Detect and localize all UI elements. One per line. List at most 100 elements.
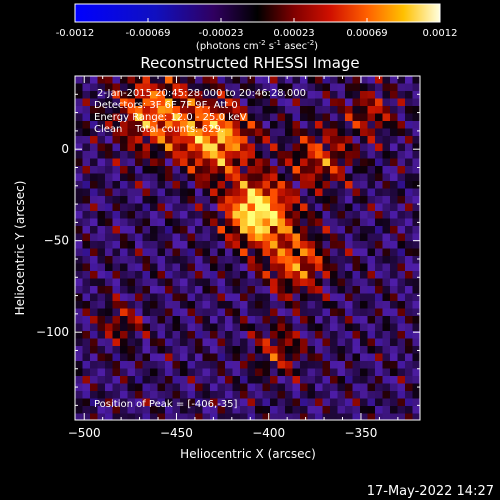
heatmap-cell bbox=[195, 278, 203, 287]
heatmap-cell bbox=[82, 113, 91, 122]
heatmap-cell bbox=[165, 308, 173, 317]
heatmap-cell bbox=[262, 196, 271, 204]
heatmap-cell bbox=[232, 323, 241, 332]
heatmap-cell bbox=[187, 76, 196, 84]
heatmap-cell bbox=[352, 383, 361, 392]
heatmap-cell bbox=[382, 391, 391, 399]
heatmap-cell bbox=[180, 196, 188, 204]
heatmap-cell bbox=[210, 353, 218, 362]
heatmap-cell bbox=[292, 211, 301, 219]
heatmap-cell bbox=[90, 91, 98, 99]
heatmap-cell bbox=[330, 166, 338, 174]
heatmap-cell bbox=[262, 211, 271, 219]
heatmap-cell bbox=[285, 323, 293, 332]
heatmap-cell bbox=[75, 76, 83, 84]
heatmap-cell bbox=[142, 203, 151, 212]
heatmap-cell bbox=[105, 361, 113, 369]
heatmap-cell bbox=[240, 128, 248, 137]
heatmap-cell bbox=[315, 271, 323, 279]
heatmap-cell bbox=[112, 203, 121, 212]
heatmap-cell bbox=[105, 226, 113, 234]
heatmap-cell bbox=[120, 301, 128, 309]
heatmap-cell bbox=[202, 211, 211, 219]
heatmap-cell bbox=[285, 188, 293, 197]
heatmap-cell bbox=[127, 286, 136, 294]
heatmap-cell bbox=[412, 203, 420, 212]
heatmap-cell bbox=[187, 248, 196, 257]
heatmap-cell bbox=[307, 361, 316, 369]
heatmap-cell bbox=[105, 263, 113, 272]
heatmap-cell bbox=[225, 368, 233, 377]
heatmap-cell bbox=[247, 263, 256, 272]
heatmap-cell bbox=[255, 346, 263, 354]
heatmap-cell bbox=[345, 323, 353, 332]
heatmap-cell bbox=[405, 398, 413, 407]
heatmap-cell bbox=[172, 398, 181, 407]
heatmap-cell bbox=[292, 218, 301, 227]
heatmap-cell bbox=[307, 346, 316, 354]
heatmap-cell bbox=[300, 278, 308, 287]
heatmap-cell bbox=[397, 128, 406, 137]
heatmap-cell bbox=[225, 91, 233, 99]
heatmap-cell bbox=[337, 286, 346, 294]
heatmap-cell bbox=[390, 106, 398, 114]
heatmap-cell bbox=[337, 376, 346, 384]
heatmap-cell bbox=[195, 143, 203, 152]
heatmap-cell bbox=[382, 151, 391, 159]
heatmap-cell bbox=[375, 143, 383, 152]
heatmap-cell bbox=[82, 151, 91, 159]
heatmap-cell bbox=[322, 368, 331, 377]
heatmap-cell bbox=[397, 286, 406, 294]
heatmap-cell bbox=[322, 181, 331, 189]
heatmap-cell bbox=[105, 293, 113, 302]
heatmap-cell bbox=[307, 353, 316, 362]
heatmap-cell bbox=[97, 188, 106, 197]
heatmap-cell bbox=[270, 353, 278, 362]
heatmap-cell bbox=[225, 316, 233, 324]
heatmap-cell bbox=[105, 368, 113, 377]
heatmap-cell bbox=[82, 361, 91, 369]
heatmap-cell bbox=[375, 211, 383, 219]
heatmap-cell bbox=[337, 196, 346, 204]
heatmap-cell bbox=[367, 143, 376, 152]
heatmap-cell bbox=[112, 76, 121, 84]
heatmap-cell bbox=[75, 106, 83, 114]
heatmap-cell bbox=[142, 391, 151, 399]
heatmap-cell bbox=[195, 113, 203, 122]
heatmap-cell bbox=[412, 406, 420, 414]
heatmap-cell bbox=[202, 248, 211, 257]
heatmap-cell bbox=[330, 398, 338, 407]
heatmap-cell bbox=[405, 151, 413, 159]
heatmap-cell bbox=[217, 308, 226, 317]
heatmap-cell bbox=[277, 256, 286, 264]
heatmap-cell bbox=[390, 218, 398, 227]
heatmap-cell bbox=[165, 391, 173, 399]
heatmap-cell bbox=[322, 218, 331, 227]
heatmap-cell bbox=[217, 271, 226, 279]
heatmap-cell bbox=[127, 278, 136, 287]
heatmap-cell bbox=[202, 338, 211, 347]
heatmap-cell bbox=[82, 226, 91, 234]
heatmap-cell bbox=[405, 248, 413, 257]
heatmap-cell bbox=[142, 376, 151, 384]
heatmap-cell bbox=[360, 353, 368, 362]
heatmap-cell bbox=[412, 218, 420, 227]
heatmap-cell bbox=[120, 338, 128, 347]
heatmap-cell bbox=[210, 391, 218, 399]
heatmap-cell bbox=[240, 391, 248, 399]
heatmap-cell bbox=[180, 136, 188, 144]
heatmap-cell bbox=[315, 196, 323, 204]
heatmap-cell bbox=[375, 128, 383, 137]
heatmap-cell bbox=[412, 98, 420, 107]
heatmap-cell bbox=[112, 331, 121, 339]
heatmap-cell bbox=[202, 383, 211, 392]
heatmap-cell bbox=[75, 286, 83, 294]
heatmap-cell bbox=[240, 166, 248, 174]
heatmap-cell bbox=[165, 368, 173, 377]
heatmap-cell bbox=[82, 368, 91, 377]
heatmap-cell bbox=[75, 256, 83, 264]
heatmap-cell bbox=[142, 113, 151, 122]
heatmap-cell bbox=[142, 331, 151, 339]
heatmap-cell bbox=[82, 308, 91, 317]
